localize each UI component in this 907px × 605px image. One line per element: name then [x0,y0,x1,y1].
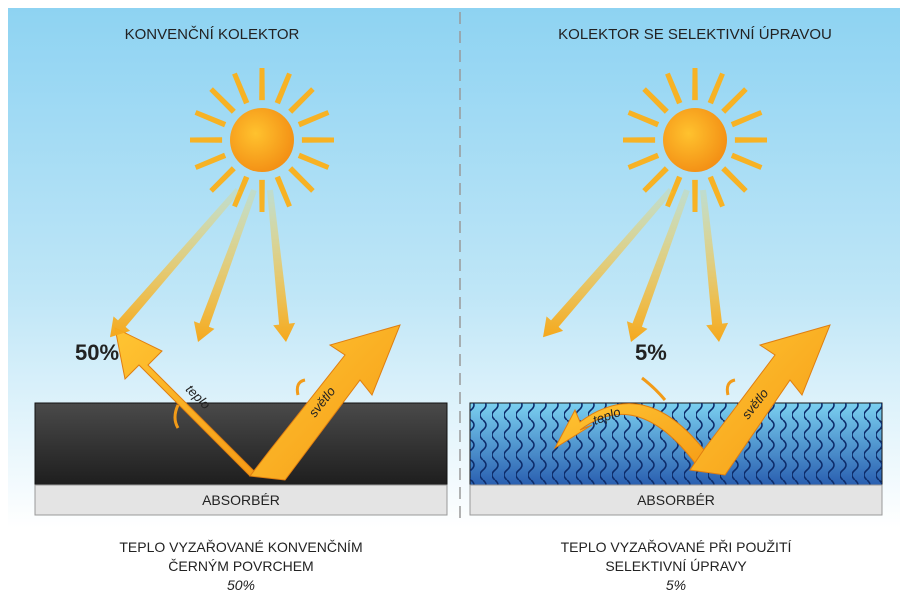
sun-disc [230,108,294,172]
sun-disc [663,108,727,172]
absorber-label: ABSORBÉR [202,492,280,508]
sun-ray [692,68,698,100]
caption: 50% [227,577,255,593]
black-surface [35,403,447,485]
sun-ray [302,137,334,143]
sun-ray [623,137,655,143]
caption: TEPLO VYZAŘOVANÉ KONVENČNÍM [119,539,362,555]
caption: TEPLO VYZAŘOVANÉ PŘI POUŽITÍ [561,539,792,555]
sun-ray [190,137,222,143]
panel-title: KONVENČNÍ KOLEKTOR [125,26,300,43]
selective-texture [470,403,882,485]
absorber-label: ABSORBÉR [637,492,715,508]
sun-ray [735,137,767,143]
caption: SELEKTIVNÍ ÚPRAVY [605,558,747,574]
percent: 50% [75,340,119,365]
percent: 5% [635,340,667,365]
sun-ray [259,180,265,212]
diagram: KONVENČNÍ KOLEKTOR ABSORBÉR 50% teplo sv… [0,0,907,605]
sun-ray [259,68,265,100]
panel-title: KOLEKTOR SE SELEKTIVNÍ ÚPRAVOU [558,26,832,43]
caption: 5% [666,577,686,593]
caption: ČERNÝM POVRCHEM [168,558,313,574]
sun-ray [692,180,698,212]
